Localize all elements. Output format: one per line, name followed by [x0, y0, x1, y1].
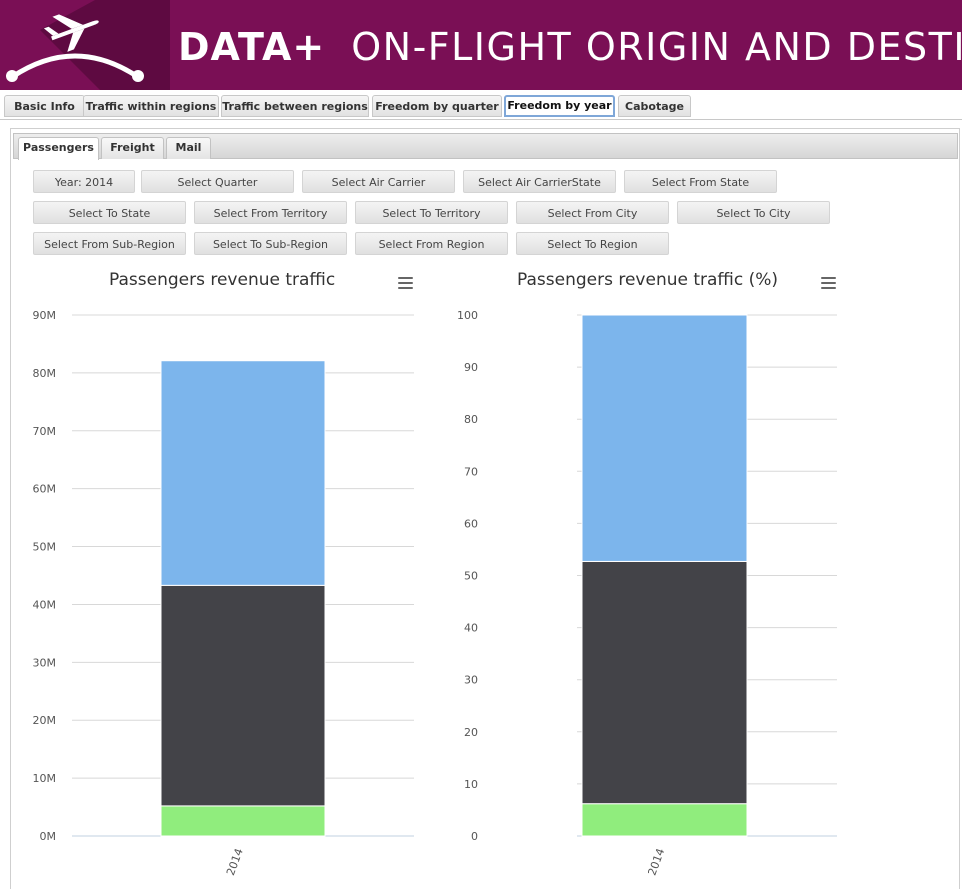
x-tick-label: 2014: [224, 847, 246, 878]
y-tick-label: 30M: [33, 656, 57, 669]
year-filter-button[interactable]: Year: 2014: [33, 170, 135, 193]
to-city-filter-button[interactable]: Select To City: [677, 201, 830, 224]
tab-basic-info[interactable]: Basic Info: [4, 95, 85, 117]
y-tick-label: 90: [464, 361, 478, 374]
from-sub-region-filter-button[interactable]: Select From Sub-Region: [33, 232, 186, 255]
x-tick-label: 2014: [646, 847, 668, 878]
to-territory-filter-button[interactable]: Select To Territory: [355, 201, 508, 224]
y-tick-label: 90M: [33, 309, 57, 322]
y-tick-label: 0: [471, 830, 478, 843]
bar-segment: [581, 560, 748, 805]
y-tick-label: 80: [464, 413, 478, 426]
y-tick-label: 70M: [33, 425, 57, 438]
y-tick-label: 100: [457, 309, 478, 322]
to-sub-region-filter-button[interactable]: Select To Sub-Region: [194, 232, 347, 255]
y-tick-label: 10M: [33, 772, 57, 785]
y-tick-label: 70: [464, 465, 478, 478]
main-tab-bar: Basic Info Traffic within regions Traffi…: [0, 93, 962, 120]
content-panel: [10, 128, 960, 889]
from-territory-filter-button[interactable]: Select From Territory: [194, 201, 347, 224]
page-title: DATA+ ON-FLIGHT ORIGIN AND DESTINATION: [178, 22, 962, 72]
chart-title-revenue-percent: Passengers revenue traffic (%): [517, 270, 779, 290]
chart-menu-icon[interactable]: [398, 277, 413, 289]
tab-cabotage[interactable]: Cabotage: [618, 95, 691, 117]
y-tick-label: 50M: [33, 541, 57, 554]
y-tick-label: 20: [464, 726, 478, 739]
y-tick-label: 40M: [33, 598, 57, 611]
y-tick-label: 60M: [33, 483, 57, 496]
to-region-filter-button[interactable]: Select To Region: [516, 232, 669, 255]
brand-name: DATA+: [178, 25, 326, 69]
tab-freight[interactable]: Freight: [101, 137, 164, 159]
y-tick-label: 80M: [33, 367, 57, 380]
y-tick-label: 10: [464, 778, 478, 791]
airplane-arc-logo-icon: [6, 0, 170, 90]
revenue-traffic-percent-chart: 0 10 20 30 40 50 60 70 80 90 100 2014: [457, 309, 837, 878]
from-city-filter-button[interactable]: Select From City: [516, 201, 669, 224]
from-state-filter-button[interactable]: Select From State: [624, 170, 777, 193]
quarter-filter-button[interactable]: Select Quarter: [141, 170, 294, 193]
bar-segment: [581, 314, 748, 562]
y-tick-label: 40: [464, 622, 478, 635]
y-tick-label: 60: [464, 517, 478, 530]
y-tick-label: 0M: [40, 830, 57, 843]
bar-segment: [160, 584, 326, 807]
tab-freedom-by-quarter[interactable]: Freedom by quarter: [372, 95, 502, 117]
tab-traffic-within-regions[interactable]: Traffic within regions: [83, 95, 219, 117]
app-title: ON-FLIGHT ORIGIN AND DESTINATION: [351, 25, 962, 69]
to-state-filter-button[interactable]: Select To State: [33, 201, 186, 224]
chart-title-revenue: Passengers revenue traffic: [109, 270, 336, 290]
bar-segment: [160, 805, 326, 837]
from-region-filter-button[interactable]: Select From Region: [355, 232, 508, 255]
tab-traffic-between-regions[interactable]: Traffic between regions: [221, 95, 369, 117]
y-tick-label: 50: [464, 570, 478, 583]
revenue-traffic-chart: 0M 10M 20M 30M 40M 50M 60M 70M 80M 90M 2014: [33, 309, 414, 878]
tab-freedom-by-year[interactable]: Freedom by year: [504, 95, 615, 117]
bar-segment: [160, 360, 326, 586]
y-tick-label: 20M: [33, 714, 57, 727]
chart-menu-icon[interactable]: [821, 277, 836, 289]
tab-passengers[interactable]: Passengers: [18, 137, 99, 160]
tab-mail[interactable]: Mail: [166, 137, 211, 159]
air-carrier-state-filter-button[interactable]: Select Air CarrierState: [463, 170, 616, 193]
bar-segment: [581, 803, 748, 837]
app-header: DATA+ ON-FLIGHT ORIGIN AND DESTINATION: [0, 0, 962, 90]
y-tick-label: 30: [464, 674, 478, 687]
air-carrier-filter-button[interactable]: Select Air Carrier: [302, 170, 455, 193]
sub-tab-bar: Passengers Freight Mail: [13, 133, 958, 160]
